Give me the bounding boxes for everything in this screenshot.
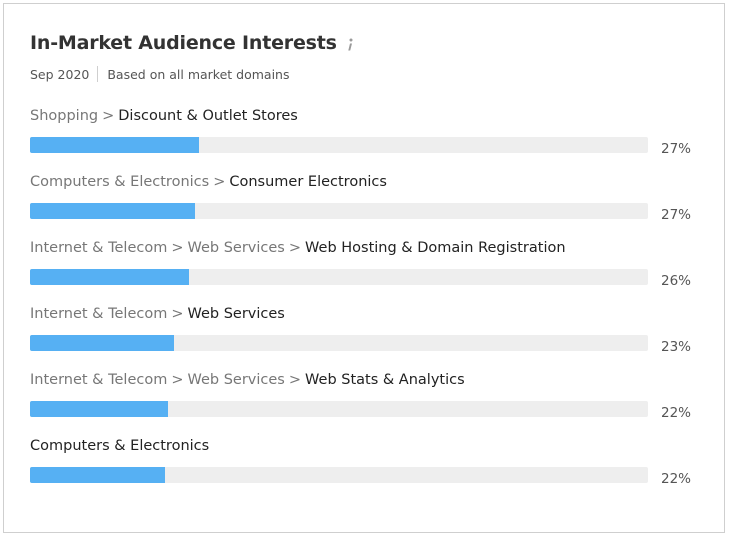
path-separator: > (288, 372, 302, 388)
title-row: In-Market Audience Interests (30, 32, 355, 54)
category-leaf: Web Services (187, 306, 285, 322)
bar-value-label: 22% (661, 471, 692, 487)
interest-category-label: Computers & Electronics > Consumer Electro… (30, 174, 387, 190)
bar (30, 203, 195, 219)
category-path-segment: Internet & Telecom (30, 372, 168, 388)
interest-row: Internet & Telecom > Web Services > Web Host… (30, 240, 710, 306)
category-leaf: Consumer Electronics (229, 174, 387, 190)
interest-category-label: Computers & Electronics (30, 438, 209, 454)
category-leaf: Web Stats & Analytics (305, 372, 465, 388)
category-path-segment: Web Services (187, 240, 285, 256)
category-path-segment: Internet & Telecom (30, 240, 168, 256)
path-separator: > (171, 306, 184, 322)
bar-value-label: 27% (661, 207, 692, 223)
category-leaf: Computers & Electronics (30, 438, 210, 454)
interest-row: Shopping > Discount & Outlet Stores 27% (30, 108, 710, 174)
bar-track (30, 137, 648, 153)
card-title: In-Market Audience Interests (30, 32, 337, 54)
bar-track (30, 269, 648, 285)
bar-track (30, 335, 648, 351)
bar (30, 401, 168, 417)
bar (30, 335, 174, 351)
data-source-note: Based on all market domains (107, 66, 290, 82)
path-separator: > (213, 174, 226, 190)
bar-track (30, 203, 648, 219)
interest-row: Internet & Telecom > Web Services > Web Stat… (30, 372, 710, 438)
category-leaf: Discount & Outlet Stores (118, 108, 298, 124)
category-path-segment: Shopping (30, 108, 99, 124)
bar-value-label: 27% (661, 141, 692, 157)
subtitle: Sep 2020 Based on all market domains (30, 66, 290, 82)
bar-track (30, 467, 648, 483)
info-icon-glyph (348, 38, 353, 51)
path-separator: > (288, 240, 302, 256)
category-leaf: Web Hosting & Domain Registration (305, 240, 566, 256)
bar-value-label: 26% (661, 273, 692, 289)
audience-interests-card: In-Market Audience Interests Sep 2020 Ba… (3, 3, 725, 533)
category-path-segment: Computers & Electronics (30, 174, 210, 190)
bar (30, 269, 189, 285)
path-separator: > (171, 240, 184, 256)
divider (97, 66, 99, 82)
category-path-segment: Web Services (187, 372, 285, 388)
interest-category-label: Shopping > Discount & Outlet Stores (30, 108, 298, 124)
info-icon[interactable] (345, 37, 355, 53)
bar-value-label: 22% (661, 405, 692, 421)
bar (30, 137, 199, 153)
category-path-segment: Internet & Telecom (30, 306, 168, 322)
period-date: Sep 2020 (30, 66, 90, 82)
interest-row: Internet & Telecom > Web Services 23% (30, 306, 710, 372)
interest-category-label: Internet & Telecom > Web Services > Web Host… (30, 240, 566, 256)
interest-bar-list: Shopping > Discount & Outlet Stores 27% Comp… (30, 108, 710, 504)
interest-category-label: Internet & Telecom > Web Services (30, 306, 285, 322)
bar (30, 467, 165, 483)
path-separator: > (102, 108, 115, 124)
interest-row: Computers & Electronics > Consumer Electro… (30, 174, 710, 240)
bar-track (30, 401, 648, 417)
interest-row: Computers & Electronics 22% (30, 438, 710, 504)
interest-category-label: Internet & Telecom > Web Services > Web Stat… (30, 372, 465, 388)
bar-value-label: 23% (661, 339, 692, 355)
path-separator: > (171, 372, 184, 388)
